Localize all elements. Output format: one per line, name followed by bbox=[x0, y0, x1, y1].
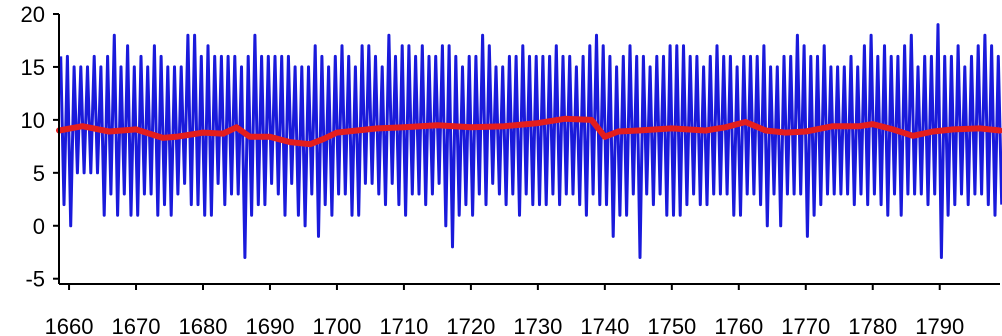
series-line-moving-average bbox=[56, 115, 1002, 148]
y-tick-label: 5 bbox=[33, 161, 45, 186]
x-tick-label: 1690 bbox=[245, 314, 294, 336]
x-tick-label: 1790 bbox=[915, 314, 964, 336]
x-tick-label: 1770 bbox=[781, 314, 830, 336]
x-tick-label: 1750 bbox=[647, 314, 696, 336]
y-tick-label: -5 bbox=[25, 267, 45, 292]
y-tick-label: 20 bbox=[21, 2, 45, 27]
x-tick-label: 1700 bbox=[312, 314, 361, 336]
y-tick-label: 15 bbox=[21, 55, 45, 80]
series-line-seasonal bbox=[59, 23, 1002, 259]
y-tick-label: 10 bbox=[21, 108, 45, 133]
x-tick-label: 1740 bbox=[580, 314, 629, 336]
y-axis-ticks: -5 0 5 10 15 20 bbox=[21, 2, 59, 292]
y-tick-label: 0 bbox=[33, 214, 45, 239]
x-tick-label: 1760 bbox=[714, 314, 763, 336]
x-tick-label: 1710 bbox=[379, 314, 428, 336]
x-tick-label: 1730 bbox=[513, 314, 562, 336]
x-tick-label: 1680 bbox=[179, 314, 228, 336]
x-axis-ticks: 1660 1670 1680 1690 1700 1710 1720 1730 1740 1750… bbox=[45, 284, 964, 336]
x-tick-label: 1780 bbox=[848, 314, 897, 336]
x-tick-label: 1720 bbox=[446, 314, 495, 336]
x-tick-label: 1670 bbox=[112, 314, 161, 336]
x-tick-label: 1660 bbox=[45, 314, 94, 336]
plot-area bbox=[56, 23, 1002, 259]
